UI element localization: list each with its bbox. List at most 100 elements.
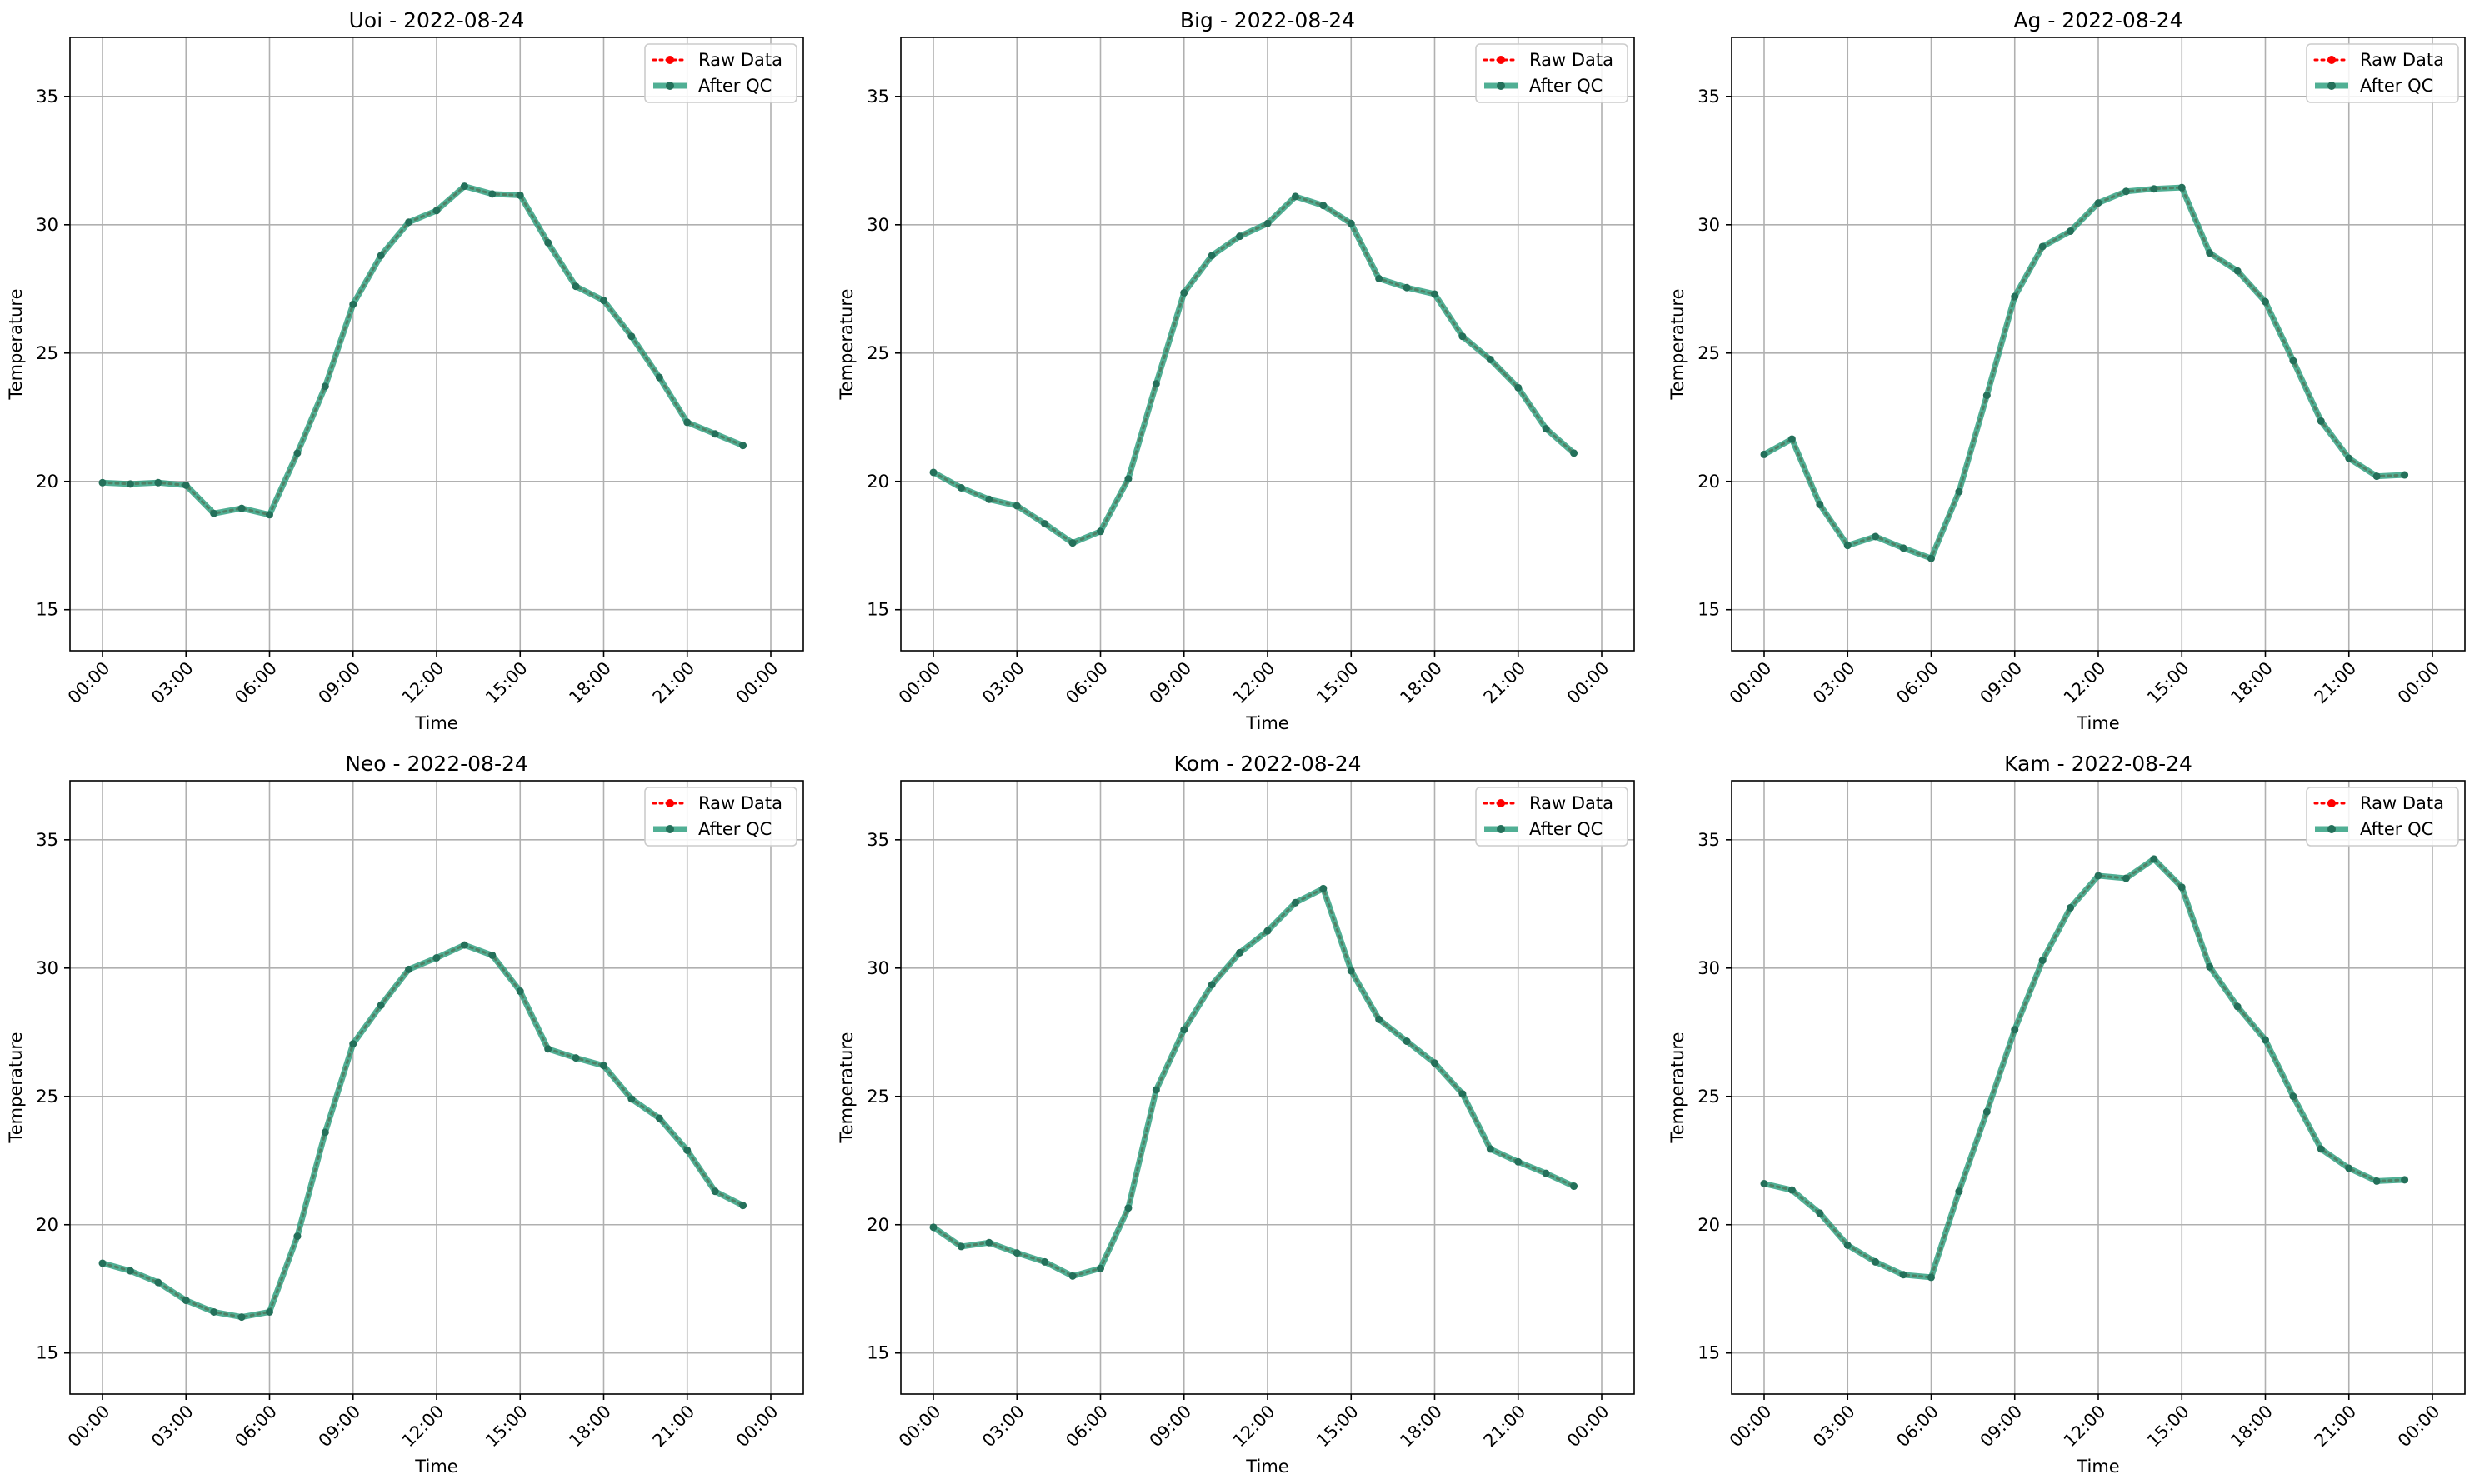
legend: Raw Data After QC (644, 43, 798, 103)
data-point (1347, 967, 1355, 975)
x-tick-label: 00:00 (64, 658, 114, 708)
data-point (2206, 249, 2214, 257)
x-tick-label: 00:00 (895, 658, 945, 708)
data-point (2178, 183, 2186, 192)
legend-marker-after-qc (666, 825, 674, 833)
x-tick-label: 12:00 (1229, 658, 1279, 708)
data-point (1486, 1145, 1494, 1153)
data-point (2011, 1026, 2019, 1034)
legend-label-after-qc: After QC (1529, 819, 1602, 839)
data-point (600, 297, 608, 305)
data-point (1375, 274, 1383, 282)
y-axis-label: Temperature (6, 288, 26, 400)
series-line (1761, 856, 2408, 1281)
data-point (1375, 1015, 1383, 1023)
x-tick-label: 21:00 (2311, 1402, 2361, 1452)
data-point (2372, 1177, 2381, 1185)
series-after-qc (929, 884, 1578, 1280)
data-point (929, 468, 938, 477)
y-tick-label: 35 (36, 87, 58, 107)
grid (70, 37, 803, 651)
data-point (929, 1223, 938, 1232)
data-point (739, 442, 748, 450)
data-point (1068, 539, 1077, 547)
x-tick-label: 18:00 (565, 1402, 615, 1452)
y-axis-label: Temperature (6, 1032, 26, 1143)
y-tick-label: 30 (867, 958, 889, 978)
x-tick-label: 03:00 (148, 658, 198, 708)
grid (901, 781, 1634, 1394)
data-point (1872, 1257, 1880, 1266)
data-point (182, 1297, 190, 1305)
data-point (321, 382, 329, 391)
data-point (1760, 450, 1768, 458)
x-axis-label: Time (2076, 1457, 2119, 1477)
data-point (1788, 435, 1796, 443)
data-point (1872, 532, 1880, 541)
data-point (2372, 472, 2381, 481)
data-point (154, 478, 162, 487)
legend-label-after-qc: After QC (698, 76, 772, 96)
y-tick-label: 35 (1698, 87, 1720, 107)
legend-label-after-qc: After QC (1529, 76, 1602, 96)
data-point (1152, 1086, 1160, 1094)
data-point (349, 1040, 358, 1048)
grid (1732, 781, 2465, 1394)
legend-marker-after-qc (666, 82, 674, 90)
data-point (2122, 874, 2130, 882)
data-point (739, 1202, 748, 1210)
y-tick-label: 15 (867, 600, 889, 620)
legend: Raw Data After QC (2306, 43, 2459, 103)
y-tick-label: 20 (1698, 472, 1720, 492)
y-tick-label: 25 (36, 1087, 58, 1107)
data-point (1843, 1241, 1852, 1249)
data-point (460, 182, 468, 191)
y-tick-label: 20 (36, 1215, 58, 1235)
y-tick-label: 25 (1698, 1087, 1720, 1107)
data-point (683, 1146, 692, 1154)
data-point (182, 481, 190, 489)
series-line (99, 942, 747, 1321)
chart-title: Kam - 2022-08-24 (2004, 752, 2192, 776)
data-point (238, 504, 246, 512)
y-axis-label: Temperature (1668, 288, 1688, 400)
legend-marker-after-qc (1497, 82, 1505, 90)
data-point (1486, 355, 1494, 363)
data-point (2289, 357, 2298, 365)
x-tick-label: 06:00 (1892, 658, 1942, 708)
data-point (1431, 290, 1438, 298)
y-tick-label: 35 (867, 830, 889, 850)
data-point (488, 190, 497, 198)
legend-label-after-qc: After QC (2360, 819, 2433, 839)
chart-title: Ag - 2022-08-24 (2013, 8, 2182, 32)
legend: Raw Data After QC (1475, 787, 1628, 847)
x-tick-label: 06:00 (1892, 1402, 1942, 1452)
data-point (1982, 392, 1991, 400)
y-tick-label: 30 (867, 215, 889, 235)
x-tick-label: 12:00 (1229, 1402, 1279, 1452)
data-point (1012, 502, 1021, 510)
series-raw-data (99, 182, 747, 518)
data-point (2345, 1164, 2353, 1172)
x-tick-label: 09:00 (1146, 658, 1196, 708)
legend-label-raw-data: Raw Data (698, 50, 782, 70)
data-point (432, 953, 441, 962)
data-point (1542, 425, 1550, 433)
data-point (1263, 219, 1272, 227)
legend-label-raw-data: Raw Data (1529, 793, 1613, 813)
data-point (1843, 542, 1852, 550)
legend-marker-raw-data (666, 799, 674, 807)
legend-label-raw-data: Raw Data (698, 793, 782, 813)
data-point (2067, 903, 2075, 912)
y-tick-label: 15 (1698, 1343, 1720, 1363)
data-point (1928, 1273, 1935, 1282)
series-after-qc (929, 192, 1578, 547)
legend-label-after-qc: After QC (2360, 76, 2433, 96)
data-point (600, 1062, 608, 1070)
series-after-qc (1760, 855, 2409, 1282)
x-tick-label: 00:00 (1563, 658, 1613, 708)
data-point (1041, 1257, 1049, 1266)
legend: Raw Data After QC (644, 787, 798, 847)
data-point (1068, 1272, 1077, 1280)
